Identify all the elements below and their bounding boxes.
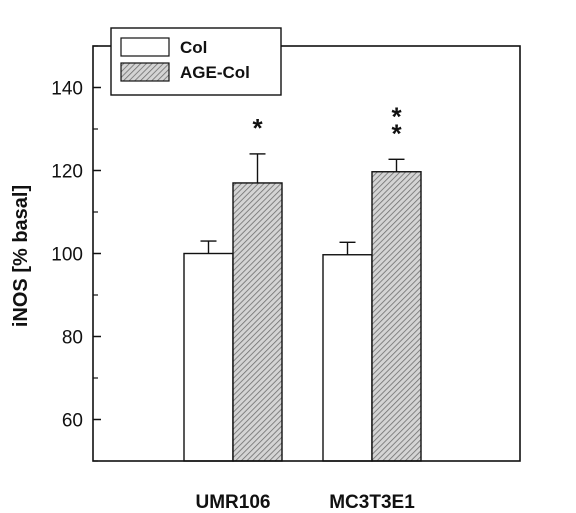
legend-label-col: Col xyxy=(180,38,207,57)
significance-layer: * ** xyxy=(252,101,402,148)
y-tick-label: 80 xyxy=(62,328,83,349)
legend: Col AGE-Col xyxy=(111,28,281,95)
significance-marker: * xyxy=(391,118,402,148)
bar-col-umr106 xyxy=(184,254,233,462)
y-tick-label: 120 xyxy=(51,162,83,183)
bars-layer xyxy=(184,172,421,461)
bar-age-col-umr106 xyxy=(233,183,282,461)
significance-marker: * xyxy=(252,113,263,143)
bar-age-col-mc3t3e1 xyxy=(372,172,421,461)
bar-col-mc3t3e1 xyxy=(323,255,372,461)
legend-swatch-age-col xyxy=(121,63,169,81)
x-category-label: UMR106 xyxy=(196,492,271,513)
x-axis-labels: UMR106 MC3T3E1 xyxy=(196,492,416,513)
plot-frame xyxy=(93,46,520,461)
x-category-label: MC3T3E1 xyxy=(329,492,415,513)
y-axis-label: iNOS [% basal] xyxy=(10,185,32,327)
legend-swatch-col xyxy=(121,38,169,56)
y-tick-label: 100 xyxy=(51,245,83,266)
legend-label-age-col: AGE-Col xyxy=(180,63,250,82)
y-tick-label: 60 xyxy=(62,411,83,432)
y-tick-label: 140 xyxy=(51,79,83,100)
